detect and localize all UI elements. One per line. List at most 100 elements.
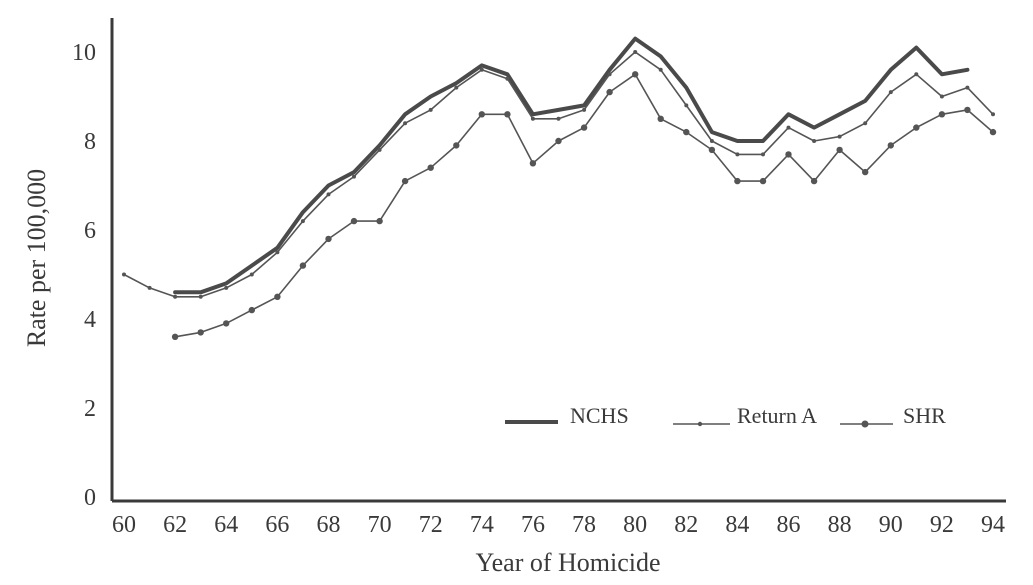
y-axis-title: Rate per 100,000: [22, 169, 51, 347]
data-point-return-a: [198, 294, 203, 299]
y-tick-label: 6: [84, 218, 96, 244]
data-point-shr: [504, 111, 511, 118]
data-point-return-a: [224, 285, 229, 290]
data-point-shr: [376, 217, 383, 225]
data-point-return-a: [837, 134, 842, 139]
data-point-shr: [606, 88, 613, 96]
data-point-shr: [708, 146, 716, 154]
data-point-return-a: [300, 219, 305, 224]
data-point-return-a: [684, 103, 689, 108]
legend-marker-shr: [861, 420, 869, 428]
x-tick-label: 76: [521, 512, 545, 538]
data-point-shr: [197, 329, 204, 336]
data-point-return-a: [786, 125, 791, 130]
data-point-shr: [555, 137, 562, 145]
data-point-return-a: [479, 67, 484, 72]
data-point-shr: [299, 262, 307, 269]
x-tick-label: 86: [777, 512, 801, 538]
series-line-nchs: [173, 36, 970, 295]
x-tick-label: 80: [623, 512, 647, 538]
legend-label-nchs: NCHS: [570, 403, 629, 428]
x-tick-labels: 60 62 64 66 68 70 72 74 76 78 80 82 84 86 88 90 92 94: [112, 512, 1005, 538]
data-point-shr: [989, 128, 997, 136]
data-point-return-a: [122, 272, 126, 277]
data-point-shr: [887, 142, 894, 149]
legend-marker-return-a: [697, 421, 703, 427]
x-tick-label: 72: [419, 512, 443, 538]
data-point-shr: [427, 164, 434, 171]
data-point-return-a: [991, 112, 995, 117]
data-point-shr: [274, 293, 281, 300]
data-point-return-a: [888, 90, 893, 95]
data-point-return-a: [530, 116, 535, 121]
data-point-shr: [785, 151, 792, 158]
data-point-shr: [325, 235, 332, 243]
data-point-return-a: [709, 139, 714, 143]
data-point-shr: [223, 320, 230, 327]
data-point-shr: [964, 106, 971, 114]
y-tick-label: 2: [84, 396, 96, 422]
data-point-return-a: [914, 72, 919, 77]
x-tick-label: 68: [316, 512, 340, 538]
data-point-return-a: [147, 285, 152, 290]
data-point-return-a: [939, 94, 944, 99]
data-point-return-a: [249, 272, 254, 277]
data-point-return-a: [582, 107, 587, 112]
data-point-shr: [836, 146, 843, 154]
x-tick-label: 84: [725, 512, 749, 538]
axes: [110, 18, 1006, 503]
x-axis-title: Year of Homicide: [475, 548, 660, 577]
data-point-shr: [734, 177, 741, 185]
data-point-shr: [478, 111, 485, 118]
series-line-return-a: [123, 51, 994, 298]
data-point-shr: [862, 168, 869, 176]
y-tick-label: 4: [84, 307, 96, 333]
data-point-shr: [453, 142, 460, 149]
data-point-return-a: [658, 67, 663, 72]
legend-label-shr: SHR: [903, 403, 946, 428]
x-tick-label: 74: [470, 512, 494, 538]
data-point-return-a: [173, 294, 178, 299]
data-point-return-a: [352, 174, 356, 179]
data-point-return-a: [863, 121, 868, 126]
x-tick-label: 62: [163, 512, 187, 538]
y-tick-label: 10: [72, 40, 96, 66]
data-point-shr: [913, 124, 920, 131]
series-line-shr: [174, 73, 994, 338]
x-tick-label: 78: [572, 512, 596, 538]
data-point-shr: [632, 71, 639, 78]
data-point-shr: [171, 333, 179, 340]
data-point-return-a: [505, 76, 510, 81]
data-point-shr: [401, 177, 409, 185]
data-point-return-a: [454, 85, 459, 90]
data-point-shr: [683, 128, 690, 136]
y-tick-label: 0: [84, 485, 96, 511]
x-tick-label: 64: [214, 512, 238, 538]
legend: NCHS Return A SHR: [505, 403, 946, 428]
data-point-return-a: [607, 72, 612, 77]
data-point-shr: [657, 115, 664, 123]
x-tick-label: 60: [112, 512, 136, 538]
data-point-return-a: [326, 192, 331, 197]
legend-label-return-a: Return A: [737, 403, 817, 428]
x-tick-label: 88: [828, 512, 852, 538]
data-point-shr: [248, 306, 255, 314]
data-point-shr: [580, 124, 588, 131]
data-point-return-a: [428, 107, 433, 112]
data-point-shr: [810, 177, 818, 185]
data-point-return-a: [377, 147, 382, 152]
data-point-shr: [938, 111, 946, 118]
series-layer: [122, 36, 997, 340]
x-tick-label: 82: [674, 512, 698, 538]
data-point-shr: [759, 177, 767, 185]
y-tick-label: 8: [84, 129, 96, 155]
x-tick-label: 70: [368, 512, 392, 538]
data-point-return-a: [812, 139, 817, 143]
data-point-return-a: [735, 152, 740, 157]
data-point-shr: [529, 160, 537, 167]
data-point-return-a: [633, 50, 638, 54]
x-tick-label: 94: [981, 512, 1005, 538]
data-point-return-a: [965, 85, 970, 90]
y-tick-labels: 0 2 4 6 8 10: [72, 40, 96, 511]
